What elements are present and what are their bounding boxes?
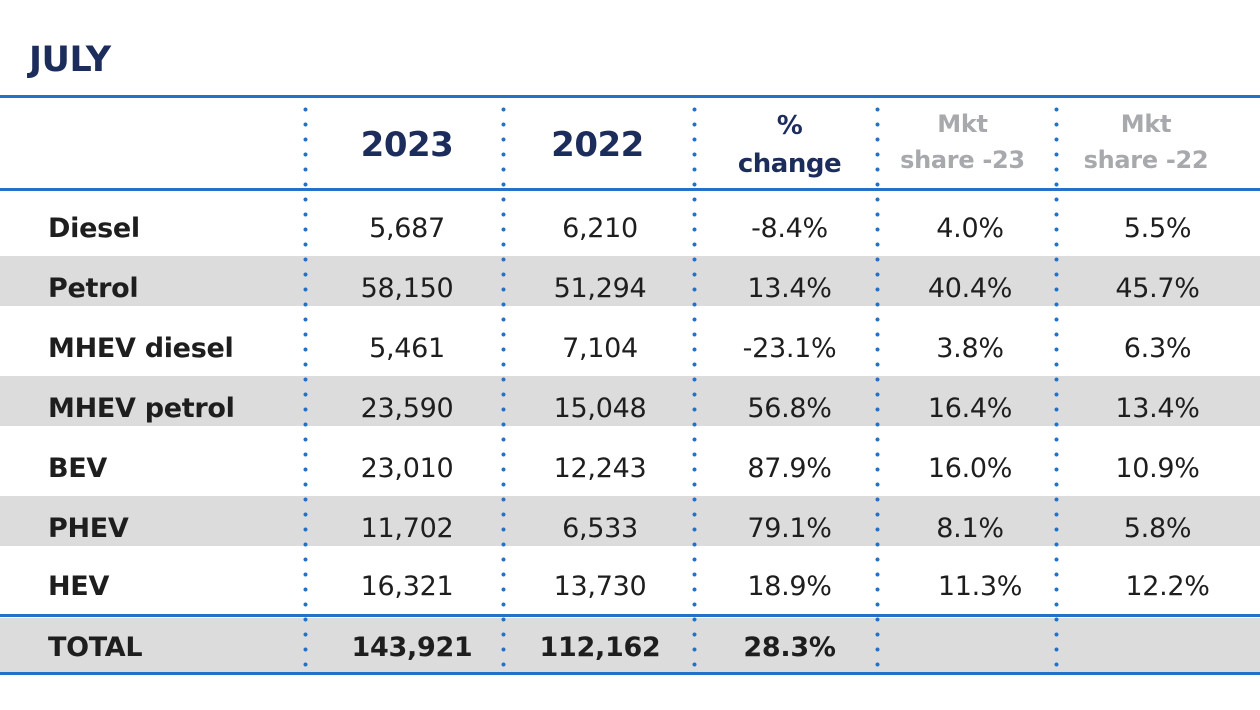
cell-2023: 5,461	[369, 332, 445, 364]
header-mkt-share-23-line1: Mkt	[937, 110, 988, 138]
total-2023: 143,921	[351, 631, 473, 663]
cell-2023: 58,150	[360, 272, 454, 304]
row-stripe-mhev-petrol	[0, 376, 1260, 426]
page-title: JULY	[29, 40, 111, 80]
row-stripe-phev	[0, 496, 1260, 546]
cell-share-22: 6.3%	[1123, 332, 1192, 364]
cell-share-22: 12.2%	[1125, 570, 1210, 602]
cell-share-22: 5.8%	[1123, 512, 1192, 544]
cell-share-23: 40.4%	[927, 272, 1013, 304]
header-bottom-rule	[0, 188, 1260, 191]
row-stripe-total	[0, 618, 1260, 673]
column-divider-2	[501, 102, 506, 670]
total-share-22	[1060, 617, 1255, 677]
total-top-rule	[0, 614, 1260, 617]
cell-share-23: 16.0%	[927, 452, 1013, 484]
row-label: HEV	[48, 570, 110, 602]
table-top-rule	[0, 95, 1260, 98]
row-label: MHEV petrol	[48, 392, 235, 424]
cell-2022: 13,730	[553, 570, 647, 602]
cell-share-22: 13.4%	[1115, 392, 1200, 424]
total-change: 28.3%	[743, 631, 836, 663]
header-mkt-share-22: Mkt share -22	[1056, 104, 1236, 180]
cell-2023: 23,010	[360, 452, 454, 484]
cell-share-23: 16.4%	[927, 392, 1013, 424]
cell-2022: 6,210	[562, 212, 638, 244]
column-divider-1	[303, 102, 308, 670]
cell-2022: 6,533	[562, 512, 638, 544]
cell-change: -8.4%	[751, 212, 828, 244]
cell-2022: 7,104	[562, 332, 638, 364]
cell-change: 79.1%	[747, 512, 832, 544]
header-2022: 2022	[551, 125, 644, 165]
cell-share-23: 8.1%	[936, 512, 1004, 544]
header-mkt-share-23: Mkt share -23	[875, 104, 1050, 180]
cell-2022: 51,294	[553, 272, 647, 304]
header-pct-change-line2: change	[737, 149, 842, 179]
header-pct-change: % change	[697, 104, 882, 186]
row-label: Petrol	[48, 272, 139, 304]
cell-2023: 16,321	[360, 570, 454, 602]
total-label: TOTAL	[48, 631, 143, 663]
cell-2022: 12,243	[553, 452, 647, 484]
header-pct-change-line1: %	[776, 111, 803, 141]
cell-share-22: 5.5%	[1123, 212, 1192, 244]
row-label: PHEV	[48, 512, 129, 544]
column-divider-4	[875, 102, 880, 670]
cell-change: -23.1%	[742, 332, 837, 364]
row-label: BEV	[48, 452, 108, 484]
cell-share-23: 11.3%	[937, 570, 1023, 602]
cell-share-22: 45.7%	[1115, 272, 1200, 304]
cell-change: 13.4%	[747, 272, 832, 304]
column-divider-3	[692, 102, 697, 670]
header-mkt-share-22-line1: Mkt	[1120, 110, 1172, 138]
cell-2022: 15,048	[553, 392, 647, 424]
table-bottom-rule	[0, 672, 1260, 675]
row-label: Diesel	[48, 212, 140, 244]
cell-change: 18.9%	[747, 570, 832, 602]
cell-change: 87.9%	[747, 452, 832, 484]
header-2023: 2023	[360, 125, 454, 165]
header-mkt-share-22-line2: share -22	[1083, 146, 1209, 174]
cell-2023: 11,702	[360, 512, 454, 544]
cell-share-22: 10.9%	[1115, 452, 1200, 484]
cell-share-23: 4.0%	[936, 212, 1004, 244]
cell-2023: 5,687	[369, 212, 445, 244]
cell-change: 56.8%	[747, 392, 832, 424]
row-stripe-petrol	[0, 256, 1260, 306]
header-mkt-share-23-line2: share -23	[900, 146, 1025, 174]
cell-share-23: 3.8%	[936, 332, 1004, 364]
total-2022: 112,162	[539, 631, 661, 663]
total-share-23	[880, 617, 1060, 677]
row-label: MHEV diesel	[48, 332, 234, 364]
cell-2023: 23,590	[360, 392, 454, 424]
column-divider-5	[1054, 102, 1059, 670]
